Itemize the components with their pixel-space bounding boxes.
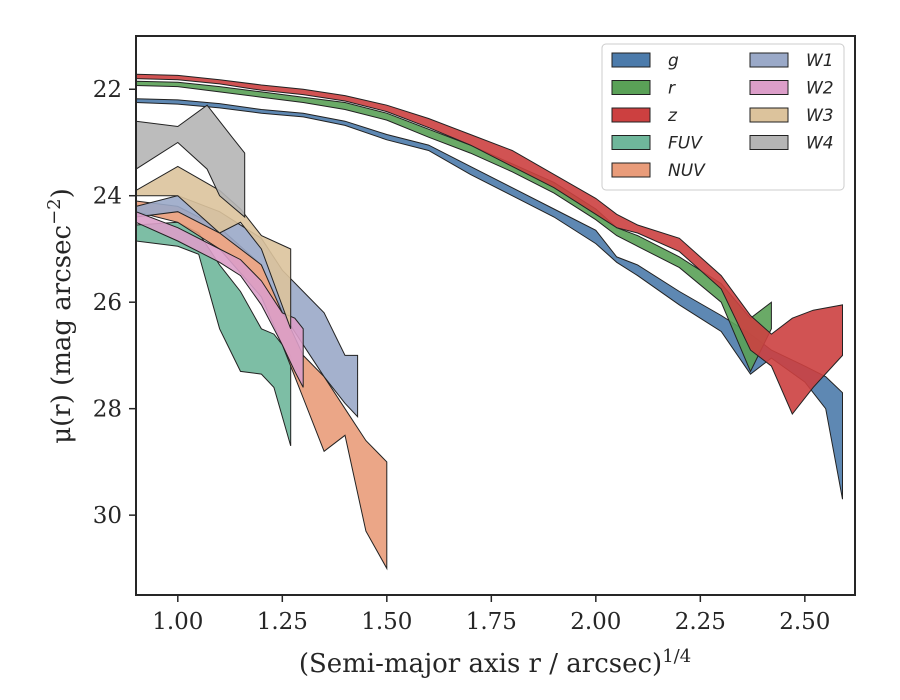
legend-swatch-w1 bbox=[749, 52, 789, 68]
y-axis-label: μ(r) (mag arcsec−2) bbox=[44, 188, 78, 444]
legend-label-w2: W2 bbox=[806, 79, 834, 99]
legend-label-r: r bbox=[668, 79, 676, 99]
series-band-z bbox=[136, 73, 843, 415]
legend-swatch-w4 bbox=[749, 135, 789, 150]
x-tick-label: 2.25 bbox=[675, 609, 726, 635]
y-tick-label: 22 bbox=[93, 77, 122, 103]
x-axis-label: (Semi-major axis r / arcsec)1/4 bbox=[299, 646, 691, 680]
legend-label-g: g bbox=[668, 51, 679, 71]
y-tick-label: 24 bbox=[93, 184, 122, 210]
x-tick-label: 2.50 bbox=[779, 609, 830, 635]
x-tick-label: 2.00 bbox=[570, 609, 621, 635]
legend-swatch-r bbox=[611, 80, 651, 95]
legend-swatch-w2 bbox=[749, 80, 789, 95]
legend-swatch-nuv bbox=[611, 162, 651, 178]
legend-label-z: z bbox=[667, 106, 678, 126]
plot-frame bbox=[135, 35, 856, 596]
y-axis: 22 24 26 28 30 bbox=[93, 77, 136, 529]
x-tick-label: 1.50 bbox=[361, 609, 412, 635]
x-axis: 1.00 1.25 1.50 1.75 2.00 2.25 2.50 bbox=[152, 595, 830, 635]
series-band-g bbox=[136, 98, 843, 500]
series-band-r bbox=[136, 80, 772, 373]
x-tick-label: 1.25 bbox=[257, 609, 308, 635]
legend-swatch-g bbox=[611, 52, 651, 68]
legend: grz FUV NUV W1 W2 W3 W4 bbox=[601, 43, 845, 191]
legend-label-w4: W4 bbox=[806, 134, 834, 154]
series-band-w2 bbox=[136, 211, 304, 388]
legend-label-nuv: NUV bbox=[668, 161, 706, 181]
series-layer bbox=[136, 73, 843, 571]
legend-swatch-w3 bbox=[749, 107, 789, 123]
y-tick-label: 26 bbox=[93, 290, 122, 316]
x-tick-label: 1.00 bbox=[152, 609, 203, 635]
legend-swatch-fuv bbox=[611, 135, 651, 150]
legend-label-w1: W1 bbox=[806, 51, 834, 71]
legend-label-fuv: FUV bbox=[668, 134, 703, 154]
legend-swatch-z bbox=[611, 107, 651, 123]
x-tick-label: 1.75 bbox=[466, 609, 517, 635]
series-band-w4 bbox=[136, 104, 246, 219]
y-tick-label: 28 bbox=[93, 397, 122, 423]
y-tick-label: 30 bbox=[93, 503, 122, 529]
legend-label-w3: W3 bbox=[806, 106, 834, 126]
